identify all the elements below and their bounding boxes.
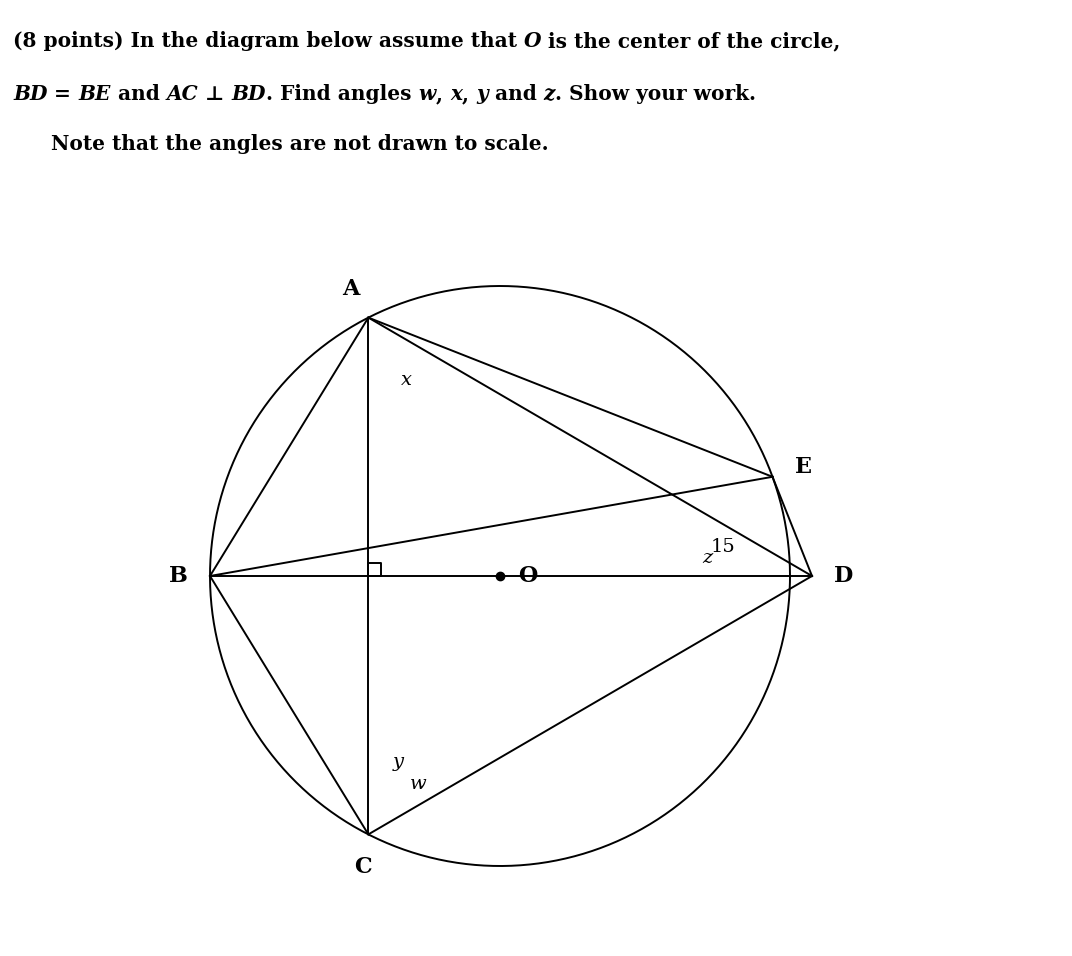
Text: ,: , [436,84,450,104]
Text: x: x [401,371,412,388]
Text: is the center of the circle,: is the center of the circle, [541,31,840,51]
Text: 15: 15 [710,538,735,555]
Text: BD: BD [232,84,266,104]
Text: E: E [794,456,812,478]
Text: C: C [355,857,372,879]
Text: x: x [450,84,462,104]
Text: =: = [47,84,78,104]
Text: and: and [488,84,544,104]
Text: O: O [524,31,541,51]
Text: (8 points) In the diagram below assume that: (8 points) In the diagram below assume t… [13,31,524,51]
Text: ⊥: ⊥ [198,84,232,104]
Text: z: z [702,549,712,567]
Text: D: D [834,565,853,587]
Text: A: A [342,277,359,299]
Text: AC: AC [166,84,198,104]
Text: y: y [476,84,488,104]
Text: w: w [410,775,427,793]
Text: y: y [392,753,404,771]
Text: ,: , [462,84,476,104]
Text: BE: BE [78,84,110,104]
Text: B: B [169,565,188,587]
Text: z: z [544,84,555,104]
Text: BD: BD [13,84,47,104]
Text: O: O [518,565,537,587]
Text: . Show your work.: . Show your work. [555,84,756,104]
Text: Note that the angles are not drawn to scale.: Note that the angles are not drawn to sc… [51,134,549,154]
Text: . Find angles: . Find angles [266,84,419,104]
Text: and: and [110,84,166,104]
Text: w: w [419,84,436,104]
